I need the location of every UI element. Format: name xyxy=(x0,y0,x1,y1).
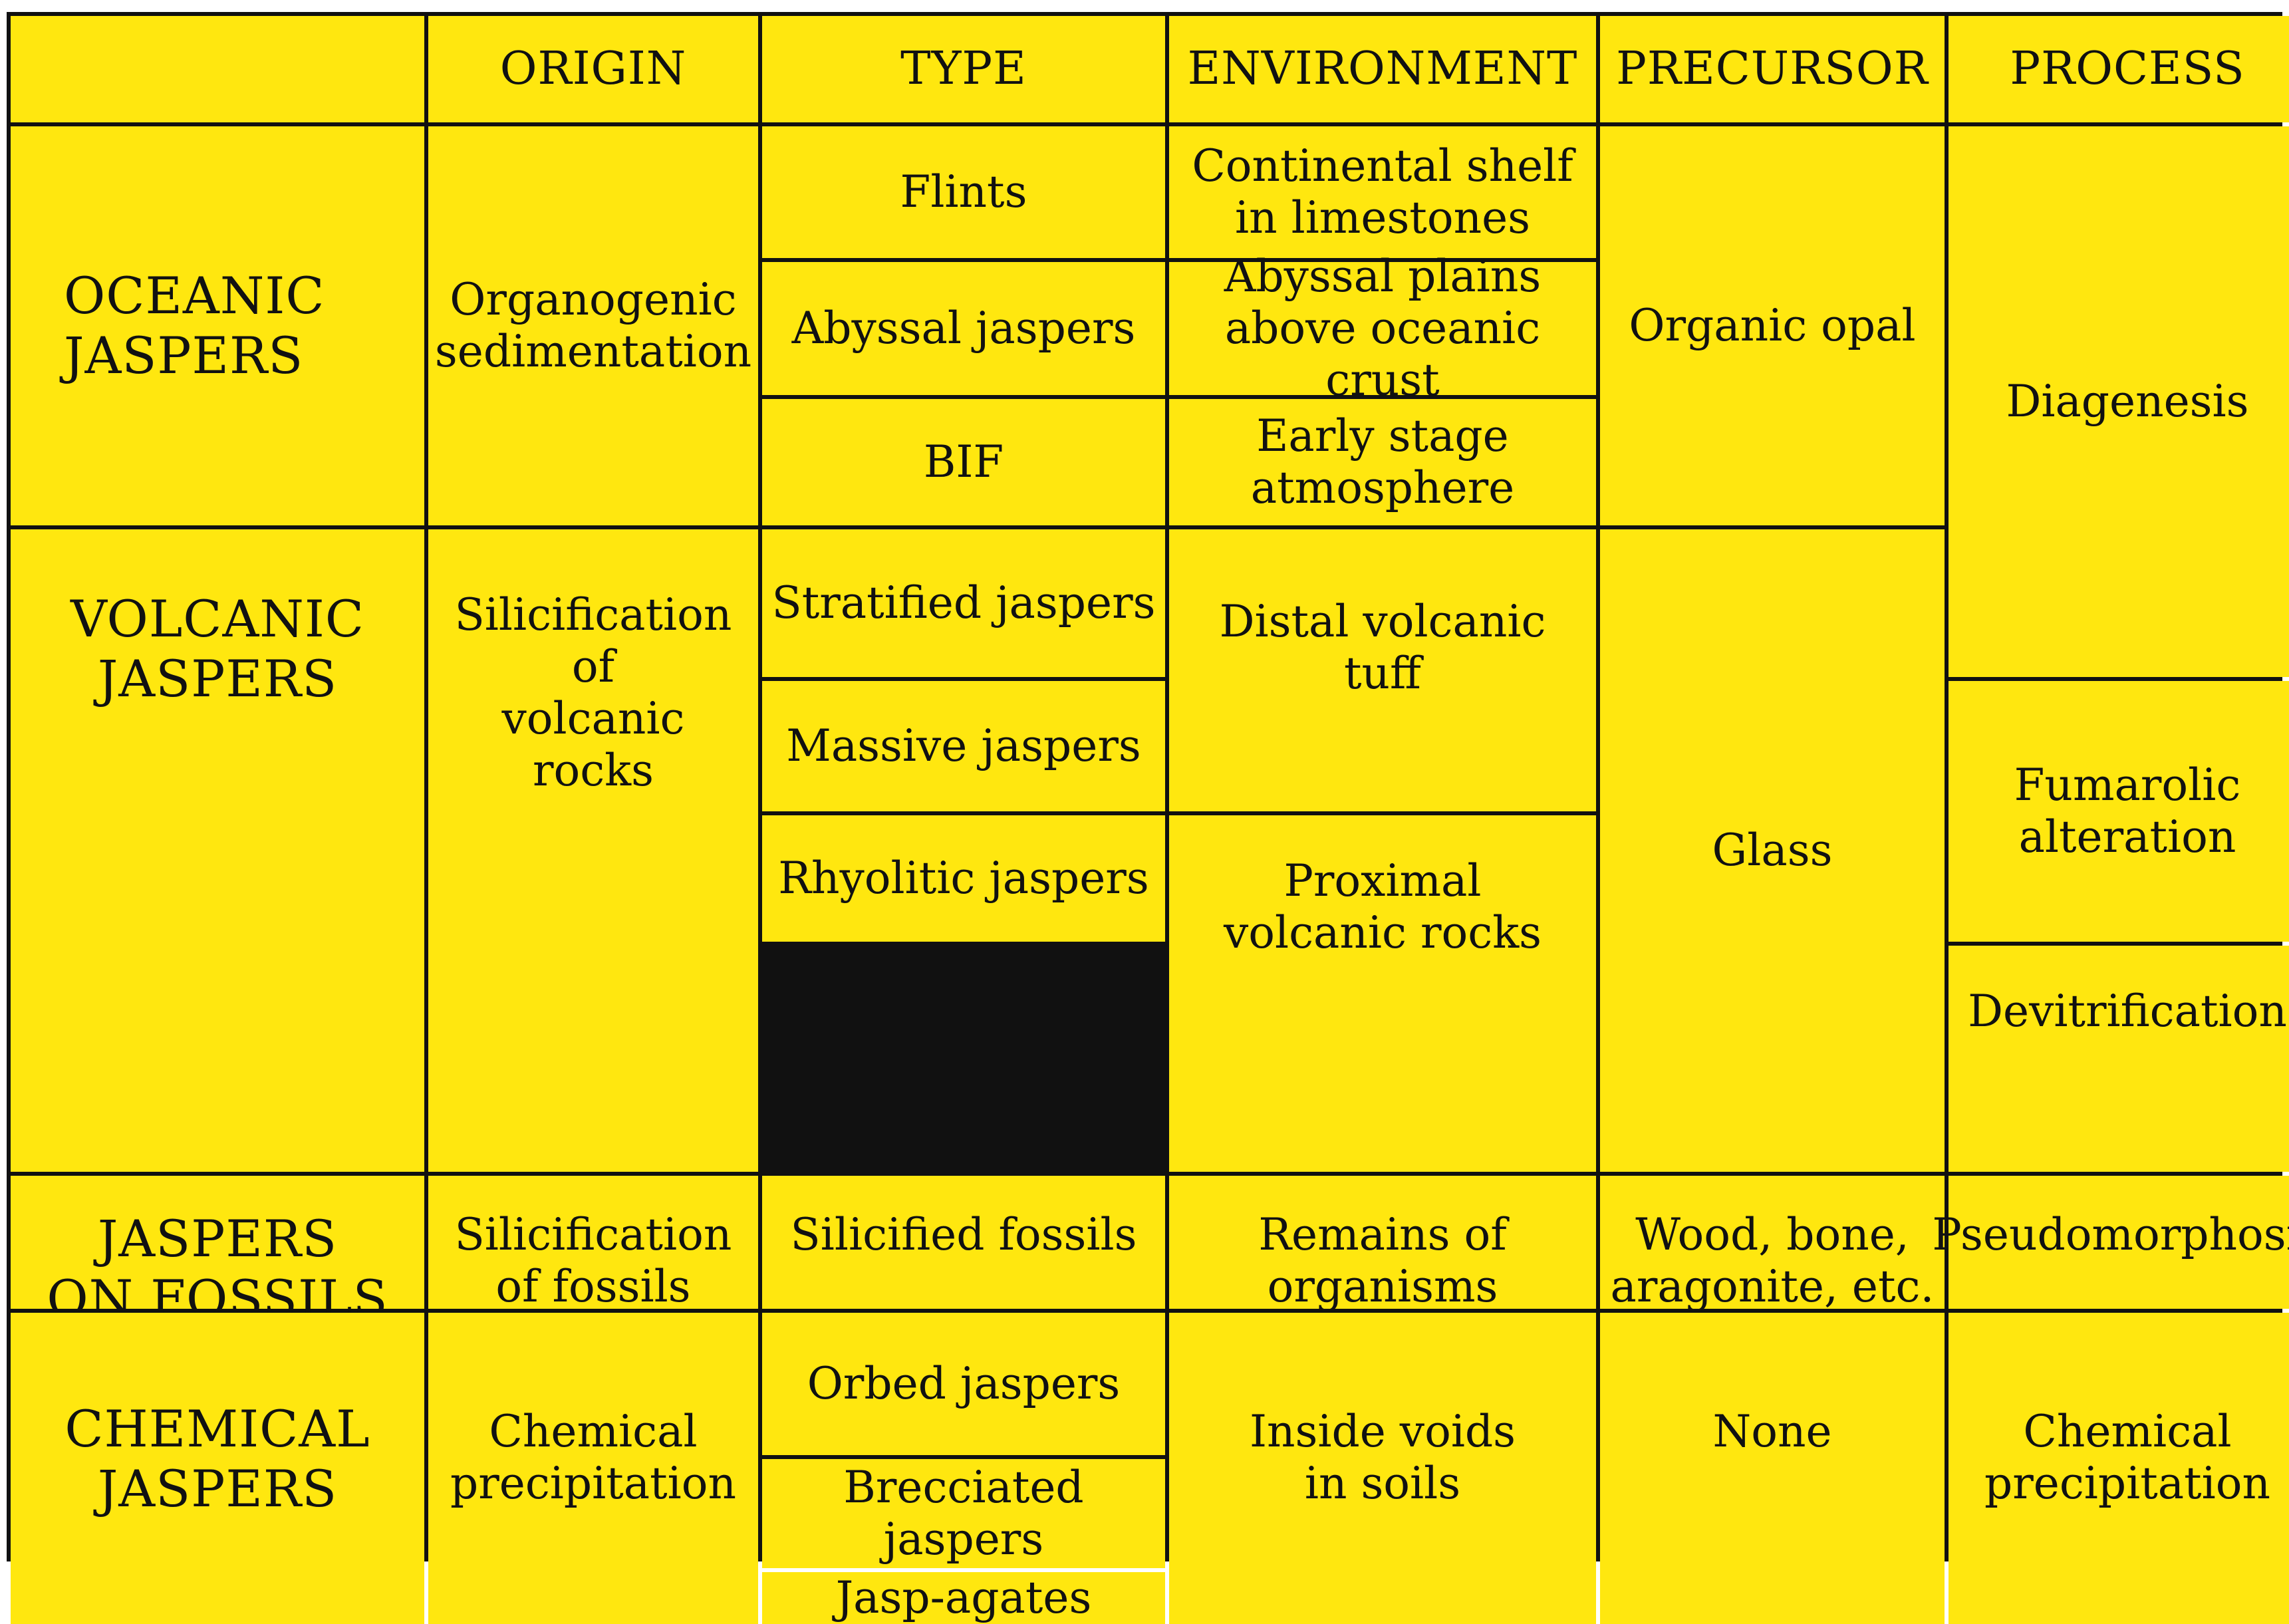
environment-voids-soils: Inside voids in soils xyxy=(1169,1313,1596,1624)
environment-distal-tuff: Distal volcanic tuff xyxy=(1169,529,1596,811)
header-type: TYPE xyxy=(762,16,1165,122)
row-label-chemical: CHEMICAL JASPERS xyxy=(11,1313,424,1624)
process-chemical-precipitation: Chemical precipitation xyxy=(1949,1313,2289,1624)
environment-early-atmosphere: Early stage atmosphere xyxy=(1169,399,1596,525)
type-silicified-fossils: Silicified fossils xyxy=(762,1176,1165,1309)
row-label-volcanic: VOLCANIC JASPERS xyxy=(11,529,424,1172)
type-orbed-jaspers: Orbed jaspers xyxy=(762,1313,1165,1455)
type-jasp-agates: Jasp-agates xyxy=(762,1572,1165,1624)
header-precursor: PRECURSOR xyxy=(1600,16,1945,122)
environment-proximal-rocks: Proximal volcanic rocks xyxy=(1169,815,1596,1172)
process-pseudomorphosis: Pseudomorphosis xyxy=(1932,1176,2289,1309)
type-rhyolitic-jaspers: Rhyolitic jaspers xyxy=(762,815,1165,942)
jasper-classification-table: ORIGIN TYPE ENVIRONMENT PRECURSOR PROCES… xyxy=(7,12,2289,1624)
type-stratified-jaspers: Stratified jaspers xyxy=(762,529,1165,677)
precursor-wood-bone: Wood, bone, aragonite, etc. xyxy=(1600,1176,1945,1312)
type-bif: BIF xyxy=(762,399,1165,525)
type-brecciated-jaspers: Brecciated jaspers xyxy=(762,1459,1165,1568)
process-diagenesis: Diagenesis xyxy=(1949,126,2289,677)
precursor-oceanic: Organic opal xyxy=(1600,126,1945,525)
header-environment: ENVIRONMENT xyxy=(1169,16,1596,122)
environment-remains: Remains of organisms xyxy=(1169,1176,1596,1312)
origin-volcanic: Silicification of volcanic rocks xyxy=(428,529,758,1172)
row-label-fossils: JASPERS ON FOSSILS xyxy=(11,1176,424,1328)
type-massive-jaspers: Massive jaspers xyxy=(762,681,1165,811)
environment-continental-shelf: Continental shelf in limestones xyxy=(1169,126,1596,258)
environment-abyssal-plains: Abyssal plains above oceanic crust xyxy=(1169,251,1596,406)
precursor-none: None xyxy=(1600,1313,1945,1624)
process-devitrification: Devitrification xyxy=(1949,946,2289,1172)
type-abyssal-jaspers: Abyssal jaspers xyxy=(762,262,1165,395)
precursor-glass: Glass xyxy=(1600,529,1945,1172)
origin-oceanic: Organogenic sedimentation xyxy=(428,126,758,525)
process-fumarolic-alteration: Fumarolic alteration xyxy=(1949,681,2289,942)
row-label-oceanic: OCEANIC JASPERS xyxy=(11,126,424,525)
origin-chemical: Chemical precipitation xyxy=(428,1313,758,1624)
origin-fossils: Silicification of fossils xyxy=(428,1176,758,1312)
header-blank xyxy=(11,16,424,122)
header-process: PROCESS xyxy=(1949,16,2289,122)
type-flints: Flints xyxy=(762,126,1165,258)
header-origin: ORIGIN xyxy=(428,16,758,122)
